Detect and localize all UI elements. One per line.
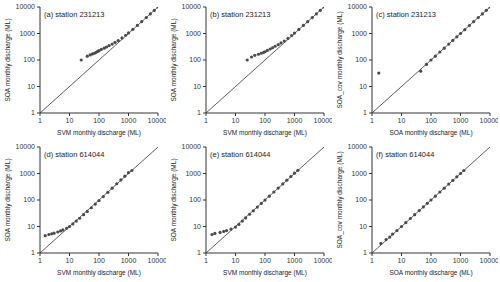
- svg-text:1000: 1000: [121, 117, 137, 124]
- svg-text:10000: 10000: [314, 257, 332, 264]
- svg-text:10000: 10000: [148, 117, 166, 124]
- html-text:(b) station 231213: (b) station 231213: [210, 10, 271, 19]
- svg-text:1000: 1000: [185, 30, 201, 37]
- svg-text:1: 1: [31, 249, 35, 256]
- svg-text:1000: 1000: [453, 257, 469, 264]
- svg-text:SVM monthly discharge (ML): SVM monthly discharge (ML): [223, 129, 307, 137]
- svg-text:SOA_cov monthly discharge (ML): SOA_cov monthly discharge (ML): [336, 151, 344, 248]
- html-text:(f) station 614044: (f) station 614044: [376, 150, 435, 159]
- svg-text:100: 100: [259, 257, 271, 264]
- svg-text:100: 100: [189, 196, 201, 203]
- svg-text:10: 10: [398, 257, 406, 264]
- svg-text:SVM monthly discharge (ML): SVM monthly discharge (ML): [223, 269, 307, 277]
- svg-text:1000: 1000: [121, 257, 137, 264]
- svg-text:100: 100: [23, 196, 35, 203]
- svg-text:1000: 1000: [19, 170, 35, 177]
- svg-text:10: 10: [398, 117, 406, 124]
- svg-text:1000: 1000: [351, 30, 367, 37]
- html-text:(e) station 614044: (e) station 614044: [210, 150, 271, 159]
- svg-text:10000: 10000: [16, 3, 36, 10]
- svg-text:SOA monthly discharge (ML): SOA monthly discharge (ML): [170, 18, 178, 101]
- svg-text:10: 10: [27, 223, 35, 230]
- svg-text:100: 100: [93, 117, 105, 124]
- svg-text:1: 1: [363, 109, 367, 116]
- svg-text:10000: 10000: [314, 117, 332, 124]
- svg-text:10000: 10000: [348, 3, 368, 10]
- html-text:(a) station 231213: (a) station 231213: [44, 10, 105, 19]
- svg-text:1000: 1000: [351, 170, 367, 177]
- svg-text:10000: 10000: [148, 257, 166, 264]
- svg-text:100: 100: [355, 196, 367, 203]
- svg-text:SOA monthly discharge (ML): SOA monthly discharge (ML): [389, 129, 472, 137]
- svg-text:1000: 1000: [287, 117, 303, 124]
- svg-text:10: 10: [232, 117, 240, 124]
- svg-text:SOA monthly discharge (ML): SOA monthly discharge (ML): [389, 269, 472, 277]
- svg-text:1: 1: [204, 257, 208, 264]
- html-text:(d) station 614044: (d) station 614044: [44, 150, 105, 159]
- svg-text:10000: 10000: [480, 257, 492, 264]
- svg-text:10: 10: [27, 83, 35, 90]
- svg-text:100: 100: [189, 56, 201, 63]
- svg-text:10: 10: [359, 83, 367, 90]
- svg-text:SOA monthly discharge (ML): SOA monthly discharge (ML): [8, 158, 12, 241]
- svg-text:10: 10: [359, 223, 367, 230]
- svg-text:10: 10: [232, 257, 240, 264]
- html-text:(c) station 231213: (c) station 231213: [376, 10, 436, 19]
- svg-text:1: 1: [197, 109, 201, 116]
- svg-text:1000: 1000: [453, 117, 469, 124]
- svg-text:1000: 1000: [287, 257, 303, 264]
- svg-text:1: 1: [370, 257, 374, 264]
- svg-text:1: 1: [363, 249, 367, 256]
- svg-text:1: 1: [38, 257, 42, 264]
- svg-text:10000: 10000: [348, 143, 368, 150]
- svg-text:SOA_cov monthly discharge (ML): SOA_cov monthly discharge (ML): [336, 11, 344, 108]
- svg-text:SVM monthly discharge (ML): SVM monthly discharge (ML): [57, 269, 141, 277]
- svg-text:100: 100: [259, 117, 271, 124]
- svg-text:1: 1: [370, 117, 374, 124]
- svg-text:SVM monthly discharge (ML): SVM monthly discharge (ML): [57, 129, 141, 137]
- svg-text:10: 10: [66, 257, 74, 264]
- svg-text:10000: 10000: [182, 143, 202, 150]
- svg-text:10: 10: [193, 223, 201, 230]
- svg-text:1: 1: [197, 249, 201, 256]
- svg-text:10: 10: [66, 117, 74, 124]
- svg-text:1: 1: [204, 117, 208, 124]
- svg-text:100: 100: [425, 117, 437, 124]
- svg-text:100: 100: [23, 56, 35, 63]
- svg-text:1: 1: [38, 117, 42, 124]
- svg-text:1000: 1000: [19, 30, 35, 37]
- svg-text:1000: 1000: [185, 170, 201, 177]
- svg-text:100: 100: [93, 257, 105, 264]
- svg-text:100: 100: [355, 56, 367, 63]
- svg-text:10000: 10000: [182, 3, 202, 10]
- svg-text:10000: 10000: [16, 143, 36, 150]
- svg-text:10: 10: [193, 83, 201, 90]
- svg-text:SOA monthly discharge (ML): SOA monthly discharge (ML): [8, 18, 12, 101]
- svg-text:10000: 10000: [480, 117, 492, 124]
- svg-text:SOA monthly discharge (ML): SOA monthly discharge (ML): [170, 158, 178, 241]
- svg-text:1: 1: [31, 109, 35, 116]
- svg-text:100: 100: [425, 257, 437, 264]
